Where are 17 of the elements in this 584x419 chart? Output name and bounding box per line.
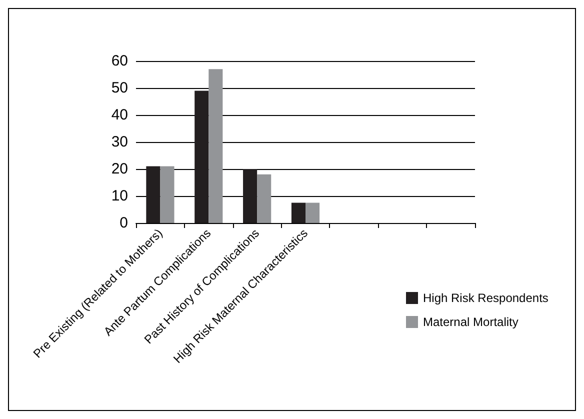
bar [146,166,160,223]
y-tick-label: 10 [111,188,128,204]
y-tick-label: 50 [111,80,128,96]
y-tick-label: 40 [111,106,128,124]
bar [243,169,258,223]
legend-label: High Risk Respondents [423,291,548,305]
bar [291,202,306,223]
y-tick-label: 0 [120,214,128,232]
bar [194,90,209,223]
bar [306,202,320,223]
legend-label: Maternal Mortality [423,315,518,329]
bar [257,174,272,223]
bar [160,166,174,223]
y-tick-label: 20 [111,160,128,178]
y-tick-label: 60 [111,52,128,70]
bar [208,69,223,223]
y-tick-label: 30 [111,134,128,150]
